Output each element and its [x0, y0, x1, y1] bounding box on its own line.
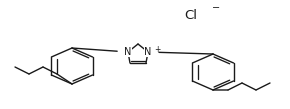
Text: +: + — [154, 45, 161, 54]
Text: Cl: Cl — [184, 9, 197, 22]
Text: −: − — [212, 3, 220, 13]
Text: N: N — [124, 47, 132, 57]
Text: N: N — [144, 47, 152, 57]
